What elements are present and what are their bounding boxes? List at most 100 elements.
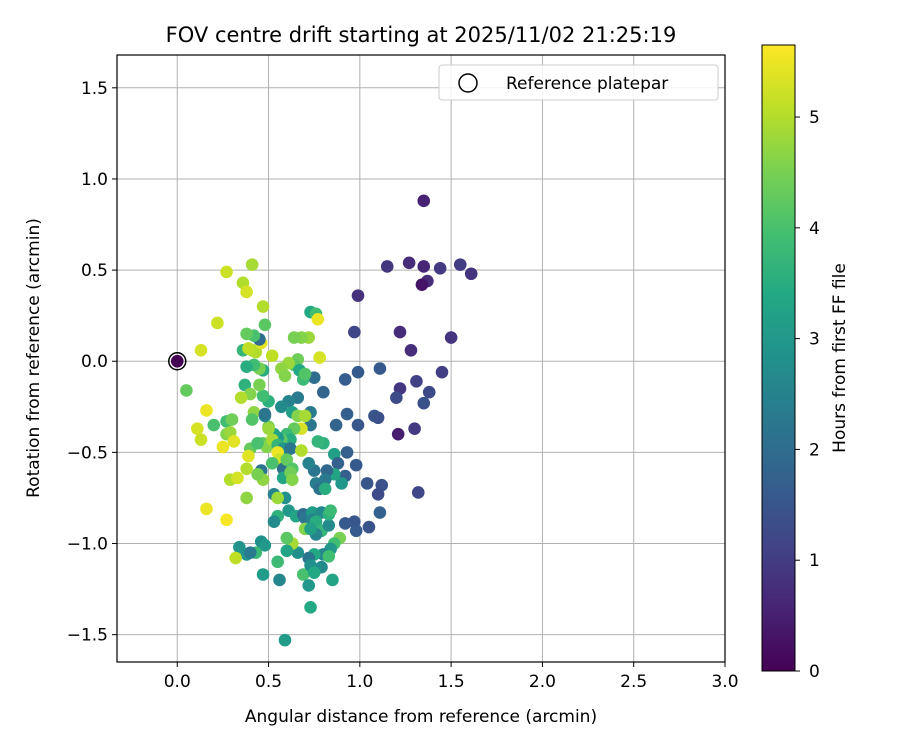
- data-point: [242, 342, 255, 355]
- data-point: [373, 362, 387, 375]
- data-point: [258, 407, 272, 421]
- legend: Reference platepar: [438, 64, 719, 101]
- colorbar-tick-label: 1: [809, 551, 820, 571]
- colorbar-tick-label: 0: [809, 662, 820, 682]
- data-point: [291, 546, 305, 559]
- data-point: [233, 540, 246, 554]
- data-point: [371, 411, 385, 425]
- data-point: [200, 404, 213, 417]
- data-point: [238, 378, 252, 392]
- data-point: [256, 568, 270, 581]
- data-point: [324, 504, 337, 518]
- data-point: [404, 343, 418, 357]
- data-point: [240, 327, 253, 341]
- y-tick-label: −0.5: [67, 443, 108, 463]
- colorbar-tick-label: 5: [809, 108, 820, 128]
- data-point: [298, 409, 312, 423]
- colorbar-ticks: 0 1 2 3 4 5: [795, 108, 820, 682]
- data-point: [311, 435, 325, 448]
- data-point: [245, 413, 259, 426]
- data-point: [227, 435, 241, 448]
- data-point: [422, 385, 436, 399]
- reference-point: [170, 354, 184, 368]
- data-point: [329, 418, 343, 432]
- data-point: [200, 502, 213, 516]
- data-point: [311, 313, 325, 326]
- data-point: [402, 256, 416, 270]
- y-axis-label: Rotation from reference (arcmin): [24, 218, 44, 498]
- data-point: [267, 515, 281, 528]
- data-point: [265, 349, 279, 363]
- colorbar: [761, 44, 796, 672]
- data-point: [253, 378, 266, 392]
- data-point: [240, 462, 253, 476]
- data-point: [390, 391, 403, 404]
- data-point: [338, 517, 352, 530]
- data-point: [256, 300, 270, 313]
- data-point: [317, 385, 330, 399]
- data-point: [216, 440, 230, 454]
- data-point: [351, 289, 365, 302]
- data-point: [243, 546, 257, 559]
- y-tick-label: 0.0: [81, 352, 108, 372]
- data-point: [373, 506, 387, 519]
- y-tick-label: −1.0: [67, 535, 108, 555]
- x-axis-label: Angular distance from reference (arcmin): [245, 707, 597, 727]
- data-point: [278, 369, 292, 383]
- data-point: [410, 374, 423, 388]
- data-point: [326, 573, 339, 587]
- data-point: [262, 422, 275, 435]
- data-point: [298, 367, 312, 381]
- data-point: [304, 522, 317, 536]
- data-point: [453, 258, 467, 271]
- data-point: [240, 360, 253, 374]
- data-point: [408, 422, 421, 435]
- reference-platepar-marker: [168, 351, 187, 371]
- data-point: [360, 477, 374, 490]
- data-point: [349, 524, 363, 538]
- data-point: [280, 544, 294, 558]
- data-point: [284, 442, 297, 456]
- x-tick-label: 0.0: [164, 672, 191, 692]
- x-tick-label: 2.0: [529, 672, 556, 692]
- data-point: [211, 316, 224, 330]
- data-point: [296, 568, 310, 581]
- data-point: [220, 513, 233, 527]
- data-point: [287, 331, 301, 344]
- data-point: [371, 488, 385, 501]
- data-point: [285, 473, 299, 487]
- data-point: [280, 531, 294, 545]
- plot-frame: [116, 54, 726, 663]
- data-point: [433, 261, 447, 275]
- x-tick-label: 3.0: [711, 672, 738, 692]
- data-point: [348, 325, 361, 339]
- data-point: [240, 491, 253, 505]
- colorbar-label: Hours from first FF file: [830, 263, 850, 453]
- data-point: [351, 418, 365, 432]
- data-point: [302, 579, 316, 592]
- data-point: [207, 418, 221, 432]
- x-tick-label: 2.5: [620, 672, 647, 692]
- legend-marker: [458, 73, 478, 93]
- y-tick-label: 1.5: [81, 79, 108, 99]
- data-point: [258, 318, 272, 332]
- y-axis-ticks: −1.5 −1.0 −0.5 0.0 0.5 1.0 1.5: [67, 79, 117, 646]
- data-point: [280, 453, 294, 466]
- data-point: [322, 518, 336, 532]
- data-point: [284, 433, 297, 446]
- data-point: [220, 265, 233, 279]
- data-point: [417, 194, 431, 208]
- data-point: [242, 449, 255, 463]
- legend-label: Reference platepar: [506, 74, 668, 94]
- data-point: [256, 389, 270, 403]
- data-point: [351, 365, 365, 379]
- data-point: [313, 351, 326, 364]
- data-point: [318, 482, 332, 496]
- data-point: [362, 520, 376, 534]
- data-point: [322, 549, 336, 563]
- data-point: [304, 601, 317, 614]
- data-point: [340, 446, 354, 459]
- data-point: [417, 260, 431, 273]
- colorbar-tick-label: 3: [809, 330, 820, 350]
- data-point: [245, 258, 259, 271]
